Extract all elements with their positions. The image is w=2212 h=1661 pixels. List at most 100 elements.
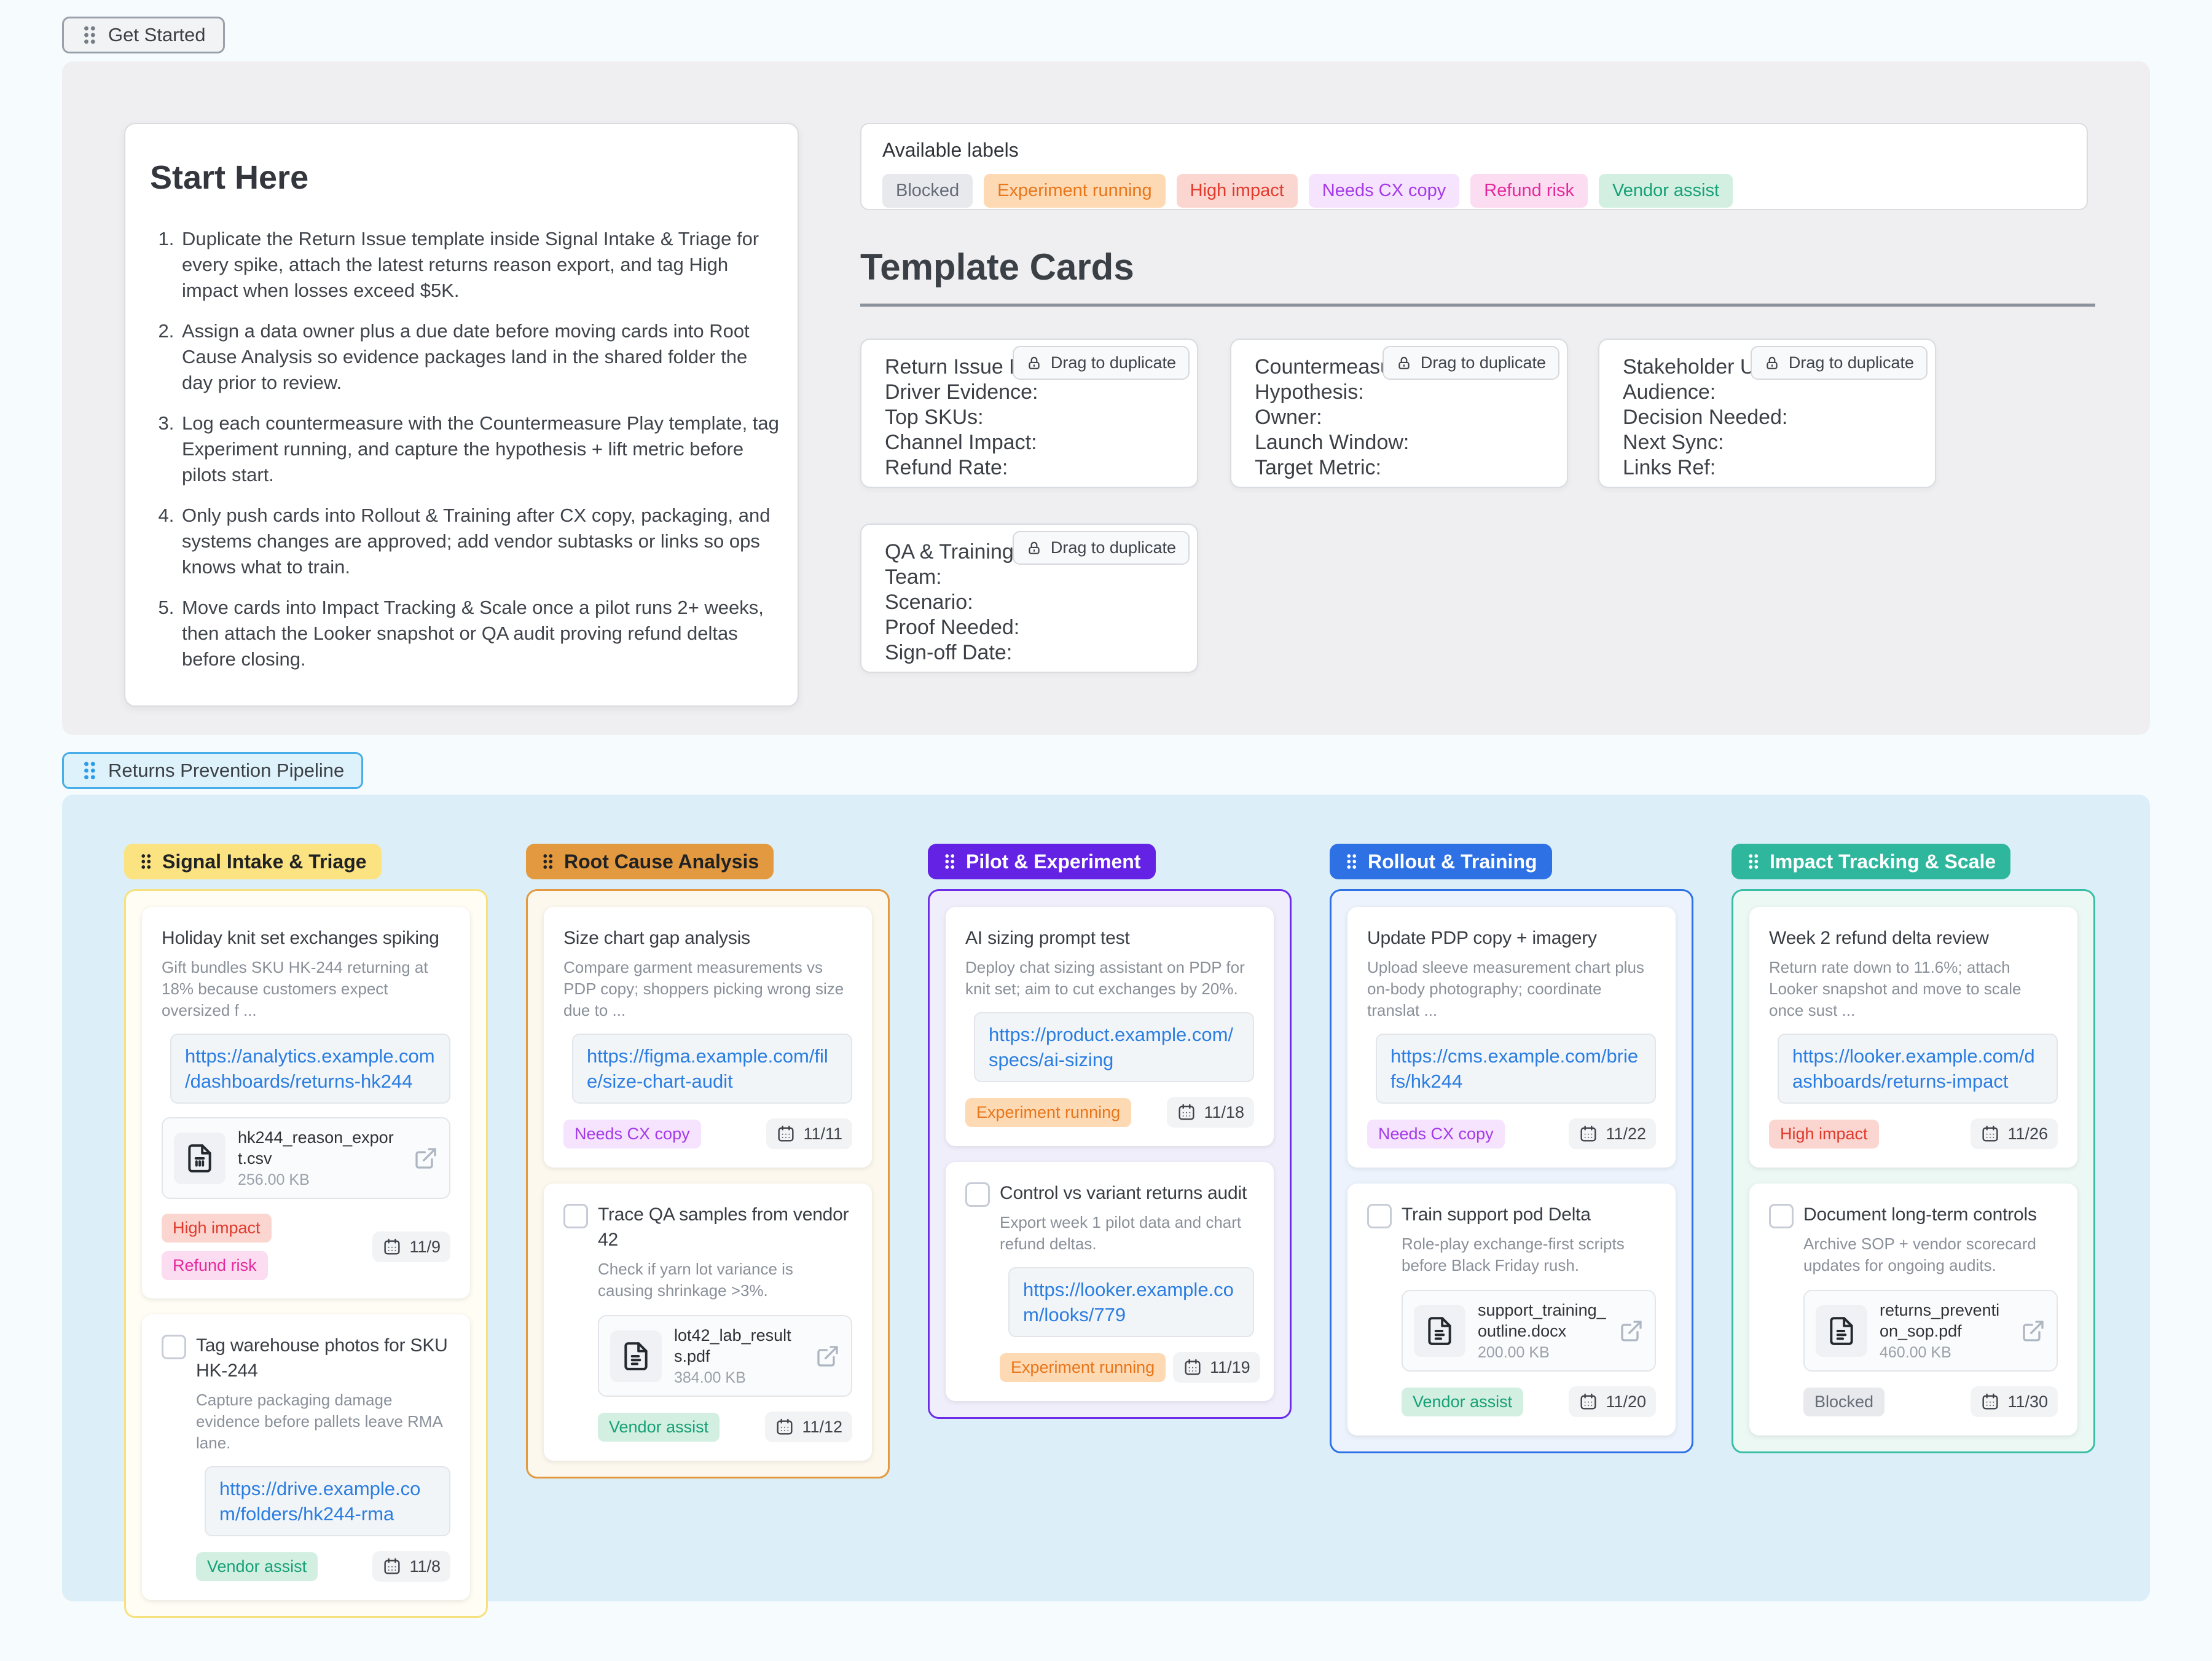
drag-handle-icon[interactable] [139, 852, 152, 871]
drag-to-duplicate-button[interactable]: Drag to duplicate [1012, 531, 1190, 565]
kanban-card[interactable]: Tag warehouse photos for SKU HK-244 Capt… [142, 1314, 470, 1600]
external-link-icon[interactable] [2021, 1319, 2045, 1343]
card-link[interactable]: https://looker.example.com/looks/779 [1023, 1279, 1234, 1325]
label-chip: High impact [162, 1214, 272, 1243]
file-size: 256.00 KB [238, 1171, 310, 1188]
template-card-return-issue[interactable]: Return Issue Nan Driver Evidence: Top SK… [860, 339, 1198, 488]
start-here-title: Start Here [150, 159, 309, 196]
file-attachment[interactable]: lot42_lab_results.pdf 384.00 KB [598, 1315, 852, 1397]
column-header[interactable]: Pilot & Experiment [928, 844, 1156, 879]
calendar-icon [1579, 1392, 1598, 1412]
column-panel: Holiday knit set exchanges spiking Gift … [124, 889, 488, 1618]
kanban-card[interactable]: Train support pod Delta Role-play exchan… [1347, 1184, 1676, 1435]
file-name: hk244_reason_export.csv [238, 1128, 394, 1168]
kanban-card[interactable]: Control vs variant returns audit Export … [946, 1162, 1274, 1401]
column-header[interactable]: Signal Intake & Triage [124, 844, 382, 879]
available-labels-row: Blocked Experiment running High impact N… [882, 174, 2066, 208]
file-attachment[interactable]: hk244_reason_export.csv 256.00 KB [162, 1117, 450, 1199]
drag-to-duplicate-button[interactable]: Drag to duplicate [1750, 346, 1928, 380]
template-field: Audience: [1623, 380, 1716, 404]
template-field: Channel Impact: [885, 431, 1037, 454]
template-card-qa-training[interactable]: QA & Training Ch Team: Scenario: Proof N… [860, 524, 1198, 673]
card-title: Week 2 refund delta review [1769, 928, 1989, 948]
drag-handle-icon[interactable] [1746, 852, 1760, 871]
due-date: 11/19 [1210, 1357, 1250, 1376]
label-chip: Needs CX copy [1308, 174, 1460, 208]
external-link-icon[interactable] [414, 1146, 438, 1171]
drag-to-duplicate-button[interactable]: Drag to duplicate [1382, 346, 1559, 380]
column-title: Impact Tracking & Scale [1770, 850, 1996, 873]
card-footer: Needs CX copy 11/11 [563, 1118, 852, 1149]
card-footer: Vendor assist 11/12 [598, 1412, 852, 1442]
drag-handle-icon[interactable] [81, 24, 97, 46]
template-card-stakeholder-update[interactable]: Stakeholder Upd Audience: Decision Neede… [1598, 339, 1936, 488]
kanban-card[interactable]: Document long-term controls Archive SOP … [1749, 1184, 2077, 1435]
column-title: Pilot & Experiment [966, 850, 1141, 873]
label-chip: Blocked [882, 174, 973, 208]
card-description: Archive SOP + vendor scorecard updates f… [1803, 1235, 2036, 1274]
card-link[interactable]: https://analytics.example.com/dashboards… [185, 1045, 435, 1092]
kanban-card[interactable]: Update PDP copy + imagery Upload sleeve … [1347, 907, 1676, 1168]
label-chip: Blocked [1803, 1387, 1885, 1416]
template-field: Links Ref: [1623, 456, 1716, 479]
card-checkbox[interactable] [563, 1204, 588, 1228]
step-item: Log each countermeasure with the Counter… [179, 410, 779, 488]
drag-handle-icon[interactable] [1344, 852, 1358, 871]
external-link-icon[interactable] [1619, 1319, 1644, 1343]
card-link[interactable]: https://looker.example.com/dashboards/re… [1792, 1045, 2035, 1092]
card-title: Trace QA samples from vendor 42 [598, 1204, 849, 1250]
card-link-box: https://looker.example.com/looks/779 [1008, 1267, 1254, 1337]
column-header[interactable]: Impact Tracking & Scale [1732, 844, 2011, 879]
template-card-countermeasure[interactable]: Countermeasure Hypothesis: Owner: Launch… [1230, 339, 1568, 488]
card-checkbox[interactable] [162, 1335, 186, 1359]
file-attachment[interactable]: support_training_outline.docx 200.00 KB [1402, 1290, 1656, 1372]
card-title: Train support pod Delta [1402, 1204, 1591, 1225]
template-field: Driver Evidence: [885, 380, 1038, 404]
card-checkbox[interactable] [965, 1182, 990, 1207]
card-link[interactable]: https://figma.example.com/file/size-char… [587, 1045, 828, 1092]
card-link-box: https://looker.example.com/dashboards/re… [1778, 1034, 2058, 1104]
file-attachment[interactable]: returns_prevention_sop.pdf 460.00 KB [1803, 1290, 2058, 1372]
card-description: Gift bundles SKU HK-244 returning at 18%… [162, 958, 428, 1019]
kanban-card[interactable]: Trace QA samples from vendor 42 Check if… [544, 1184, 872, 1461]
card-description: Capture packaging damage evidence before… [196, 1391, 442, 1452]
card-link[interactable]: https://cms.example.com/briefs/hk244 [1390, 1045, 1639, 1092]
calendar-icon [1980, 1124, 2000, 1144]
column-header[interactable]: Rollout & Training [1330, 844, 1552, 879]
drag-to-duplicate-button[interactable]: Drag to duplicate [1012, 346, 1190, 380]
column-header[interactable]: Root Cause Analysis [526, 844, 774, 879]
available-labels-title: Available labels [882, 139, 1019, 161]
kanban-card[interactable]: Size chart gap analysis Compare garment … [544, 907, 872, 1168]
drag-handle-icon[interactable] [81, 760, 97, 782]
card-footer: Needs CX copy 11/22 [1367, 1118, 1656, 1149]
card-link[interactable]: https://product.example.com/specs/ai-siz… [989, 1024, 1234, 1070]
card-checkbox[interactable] [1769, 1204, 1794, 1228]
kanban-card[interactable]: Week 2 refund delta review Return rate d… [1749, 907, 2077, 1168]
drag-handle-icon[interactable] [943, 852, 956, 871]
doc-file-icon [1414, 1305, 1465, 1357]
file-size: 384.00 KB [674, 1369, 746, 1386]
card-description: Check if yarn lot variance is causing sh… [598, 1260, 793, 1300]
calendar-icon [775, 1417, 794, 1437]
calendar-icon [1980, 1392, 2000, 1412]
due-date-badge: 11/22 [1569, 1118, 1656, 1149]
csv-file-icon [174, 1132, 226, 1184]
lock-icon [1396, 355, 1412, 371]
template-card-title: Countermeasure [1255, 355, 1401, 379]
lock-icon [1026, 540, 1042, 556]
card-footer: Experiment running 11/18 [965, 1097, 1254, 1128]
drag-handle-icon[interactable] [541, 852, 554, 871]
card-title: Tag warehouse photos for SKU HK-244 [196, 1335, 448, 1381]
column-title: Root Cause Analysis [564, 850, 759, 873]
due-date-badge: 11/8 [372, 1551, 450, 1582]
due-date: 11/12 [802, 1417, 842, 1436]
template-card-title: QA & Training Ch [885, 540, 1031, 563]
external-link-icon[interactable] [815, 1344, 840, 1368]
pipeline-section-handle[interactable]: Returns Prevention Pipeline [62, 752, 364, 789]
card-checkbox[interactable] [1367, 1204, 1392, 1228]
kanban-card[interactable]: AI sizing prompt test Deploy chat sizing… [946, 907, 1274, 1146]
get-started-section-handle[interactable]: Get Started [62, 17, 225, 53]
card-link[interactable]: https://drive.example.com/folders/hk244-… [219, 1478, 421, 1525]
kanban-card[interactable]: Holiday knit set exchanges spiking Gift … [142, 907, 470, 1298]
